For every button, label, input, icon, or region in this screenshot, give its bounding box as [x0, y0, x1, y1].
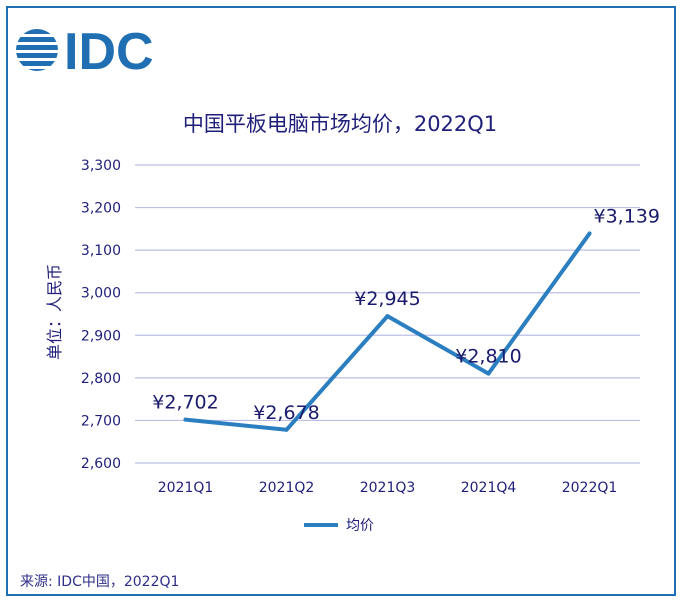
x-tick-label: 2021Q1	[158, 480, 214, 496]
data-label: ¥2,678	[253, 402, 319, 424]
data-point	[385, 314, 390, 319]
x-tick-label: 2021Q3	[360, 480, 416, 496]
y-tick-label: 2,600	[81, 456, 121, 472]
y-tick-label: 2,700	[81, 413, 121, 429]
logo-text: IDC	[64, 23, 154, 80]
y-tick-label: 3,200	[81, 201, 121, 217]
data-point	[486, 371, 491, 376]
y-tick-label: 2,900	[81, 328, 121, 344]
x-tick-label: 2021Q2	[259, 480, 315, 496]
legend-label: 均价	[346, 518, 374, 534]
x-tick-label: 2021Q4	[461, 480, 517, 496]
data-point	[284, 427, 289, 432]
data-label: ¥3,139	[594, 206, 660, 228]
globe-icon	[16, 29, 58, 71]
y-tick-label: 3,000	[81, 286, 121, 302]
data-label: ¥2,702	[152, 392, 218, 414]
data-label: ¥2,810	[455, 346, 521, 368]
idc-logo: IDC	[16, 23, 154, 80]
chart-title: 中国平板电脑市场均价，2022Q1	[183, 112, 497, 136]
data-point	[587, 231, 592, 236]
series-line	[183, 231, 592, 432]
chart-frame	[6, 6, 676, 596]
data-label: ¥2,945	[354, 288, 420, 310]
y-tick-label: 2,800	[81, 371, 121, 387]
data-point	[183, 417, 188, 422]
source-note: 来源: IDC中国，2022Q1	[20, 574, 180, 590]
legend: 均价	[304, 518, 374, 534]
y-tick-label: 3,300	[81, 158, 121, 174]
y-axis-label: 单位：人民币	[45, 264, 64, 360]
x-tick-label: 2022Q1	[562, 480, 618, 496]
y-tick-label: 3,100	[81, 243, 121, 259]
